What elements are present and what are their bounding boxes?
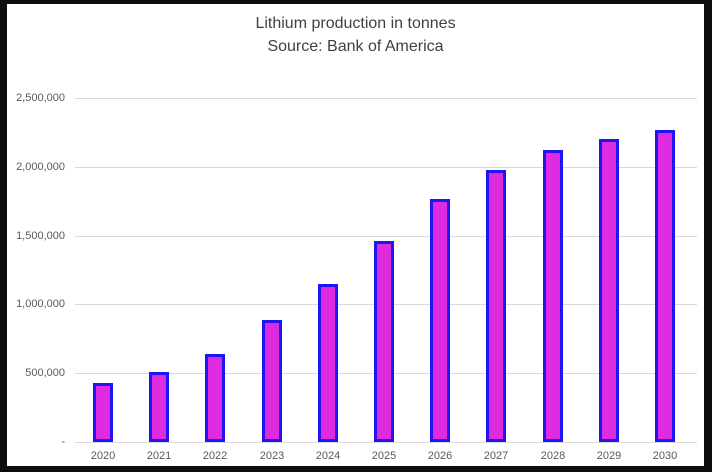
bar-2024 xyxy=(318,284,338,442)
bar-2029 xyxy=(599,139,619,442)
bar-2020 xyxy=(93,383,113,442)
y-axis-tick-label: 1,000,000 xyxy=(16,298,65,310)
x-axis-tick-label: 2024 xyxy=(315,450,341,462)
chart-title-block: Lithium production in tonnes Source: Ban… xyxy=(7,12,704,58)
x-axis-tick-label: 2026 xyxy=(427,450,453,462)
bar-2025 xyxy=(374,241,394,442)
gridline-0 xyxy=(75,442,697,443)
gridline-2500000 xyxy=(75,98,697,99)
gridline-2000000 xyxy=(75,167,697,168)
y-axis-tick-label: - xyxy=(61,436,65,448)
bar-2023 xyxy=(262,320,282,442)
x-axis-tick-label: 2028 xyxy=(540,450,566,462)
x-axis-tick-label: 2020 xyxy=(90,450,116,462)
chart-title: Lithium production in tonnes xyxy=(255,15,456,32)
bar-2028 xyxy=(543,150,563,442)
x-axis-tick-label: 2021 xyxy=(146,450,172,462)
x-axis-tick-label: 2030 xyxy=(652,450,678,462)
plot-area: - 500,000 1,000,000 1,500,000 2,000,000 2,500… xyxy=(16,92,697,462)
y-axis-tick-label: 2,500,000 xyxy=(16,92,65,104)
bar-2030 xyxy=(655,130,675,442)
bar-2026 xyxy=(430,199,450,442)
x-axis-tick-label: 2027 xyxy=(483,450,509,462)
chart-subtitle: Source: Bank of America xyxy=(267,38,444,55)
bar-2021 xyxy=(149,372,169,442)
gridline-1500000 xyxy=(75,236,697,237)
x-axis-tick-label: 2029 xyxy=(596,450,622,462)
y-axis-tick-label: 2,000,000 xyxy=(16,161,65,173)
x-axis-tick-label: 2025 xyxy=(371,450,397,462)
x-axis-tick-label: 2022 xyxy=(202,450,228,462)
y-axis-tick-label: 500,000 xyxy=(25,367,65,379)
bar-2027 xyxy=(486,170,506,442)
bar-2022 xyxy=(205,354,225,442)
x-axis-tick-label: 2023 xyxy=(259,450,285,462)
y-axis-tick-label: 1,500,000 xyxy=(16,230,65,242)
